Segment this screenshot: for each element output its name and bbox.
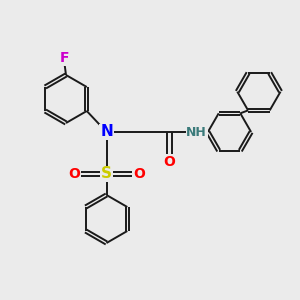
- Text: O: O: [133, 167, 145, 181]
- Text: S: S: [101, 167, 112, 182]
- Text: NH: NH: [186, 125, 207, 139]
- Text: F: F: [60, 52, 69, 65]
- Text: N: N: [100, 124, 113, 140]
- Text: O: O: [164, 155, 175, 169]
- Text: O: O: [68, 167, 80, 181]
